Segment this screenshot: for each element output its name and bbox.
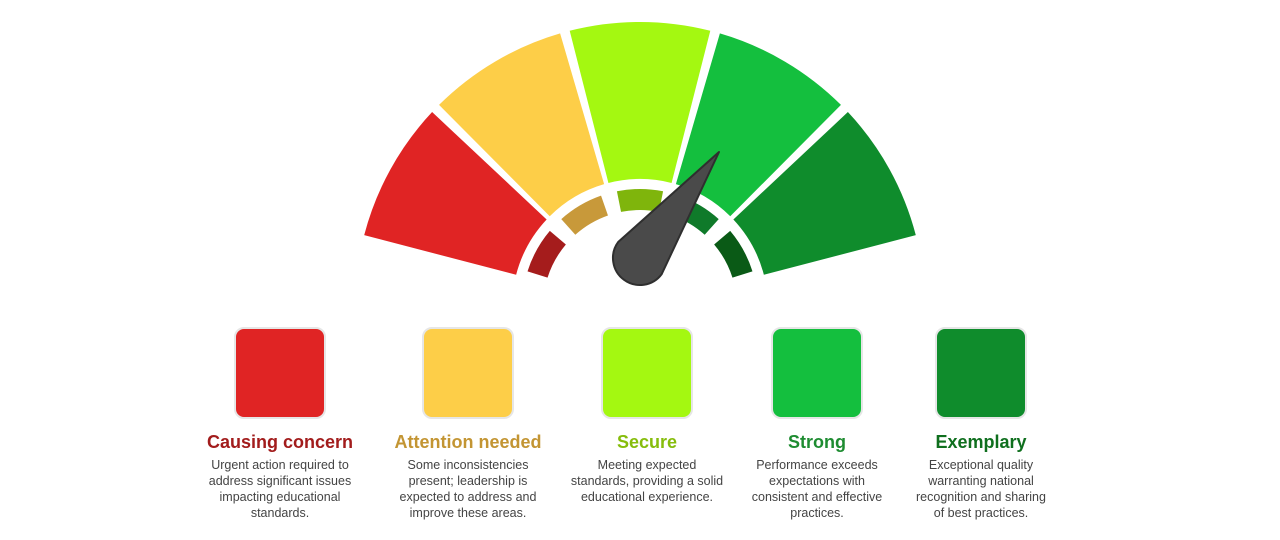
legend-description: standards, providing a solid xyxy=(571,474,723,488)
gauge xyxy=(364,21,916,278)
legend: Causing concern Urgent action required to… xyxy=(207,327,1046,520)
legend-title: Attention needed xyxy=(395,432,542,452)
legend-description: Performance exceeds xyxy=(756,458,878,472)
legend-description: present; leadership is xyxy=(409,474,528,488)
legend-title: Exemplary xyxy=(935,432,1026,452)
gauge-segment xyxy=(364,112,547,275)
legend-description: expectations with xyxy=(769,474,865,488)
legend-description: Urgent action required to xyxy=(211,458,349,472)
gauge-ring-segment xyxy=(714,230,753,278)
legend-description: Some inconsistencies xyxy=(408,458,529,472)
legend-swatch xyxy=(771,327,863,419)
legend-description: warranting national xyxy=(927,474,1034,488)
gauge-segment xyxy=(439,33,605,217)
gauge-ring-segment xyxy=(616,189,664,212)
legend-title: Causing concern xyxy=(207,432,353,452)
legend-title: Secure xyxy=(617,432,677,452)
gauge-ring-segment xyxy=(561,195,608,235)
legend-description: standards. xyxy=(251,506,309,520)
gauge-segment xyxy=(675,33,841,217)
gauge-segment xyxy=(569,21,711,183)
legend-description: recognition and sharing xyxy=(916,490,1046,504)
legend-description: of best practices. xyxy=(934,506,1029,520)
legend-swatch xyxy=(234,327,326,419)
gauge-ring-segment xyxy=(527,230,566,278)
legend-swatch xyxy=(422,327,514,419)
legend-title: Strong xyxy=(788,432,846,452)
legend-swatch xyxy=(935,327,1027,419)
legend-description: practices. xyxy=(790,506,844,520)
legend-description: improve these areas. xyxy=(410,506,527,520)
legend-description: impacting educational xyxy=(220,490,341,504)
legend-description: Exceptional quality xyxy=(929,458,1034,472)
legend-description: Meeting expected xyxy=(598,458,697,472)
gauge-segment xyxy=(733,112,916,275)
legend-description: expected to address and xyxy=(400,490,537,504)
needle xyxy=(611,151,720,287)
legend-description: educational experience. xyxy=(581,490,713,504)
legend-description: address significant issues xyxy=(209,474,351,488)
legend-description: consistent and effective xyxy=(752,490,882,504)
legend-swatch xyxy=(601,327,693,419)
